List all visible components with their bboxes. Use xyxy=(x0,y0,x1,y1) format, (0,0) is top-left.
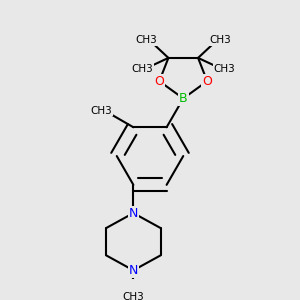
Text: CH3: CH3 xyxy=(136,35,158,45)
Text: CH3: CH3 xyxy=(122,292,144,300)
Text: O: O xyxy=(202,75,212,88)
Text: CH3: CH3 xyxy=(209,35,231,45)
Text: CH3: CH3 xyxy=(213,64,235,74)
Text: CH3: CH3 xyxy=(131,64,153,74)
Text: B: B xyxy=(179,92,188,105)
Text: N: N xyxy=(129,207,138,220)
Text: N: N xyxy=(129,264,138,277)
Text: CH3: CH3 xyxy=(91,106,112,116)
Text: O: O xyxy=(154,75,164,88)
